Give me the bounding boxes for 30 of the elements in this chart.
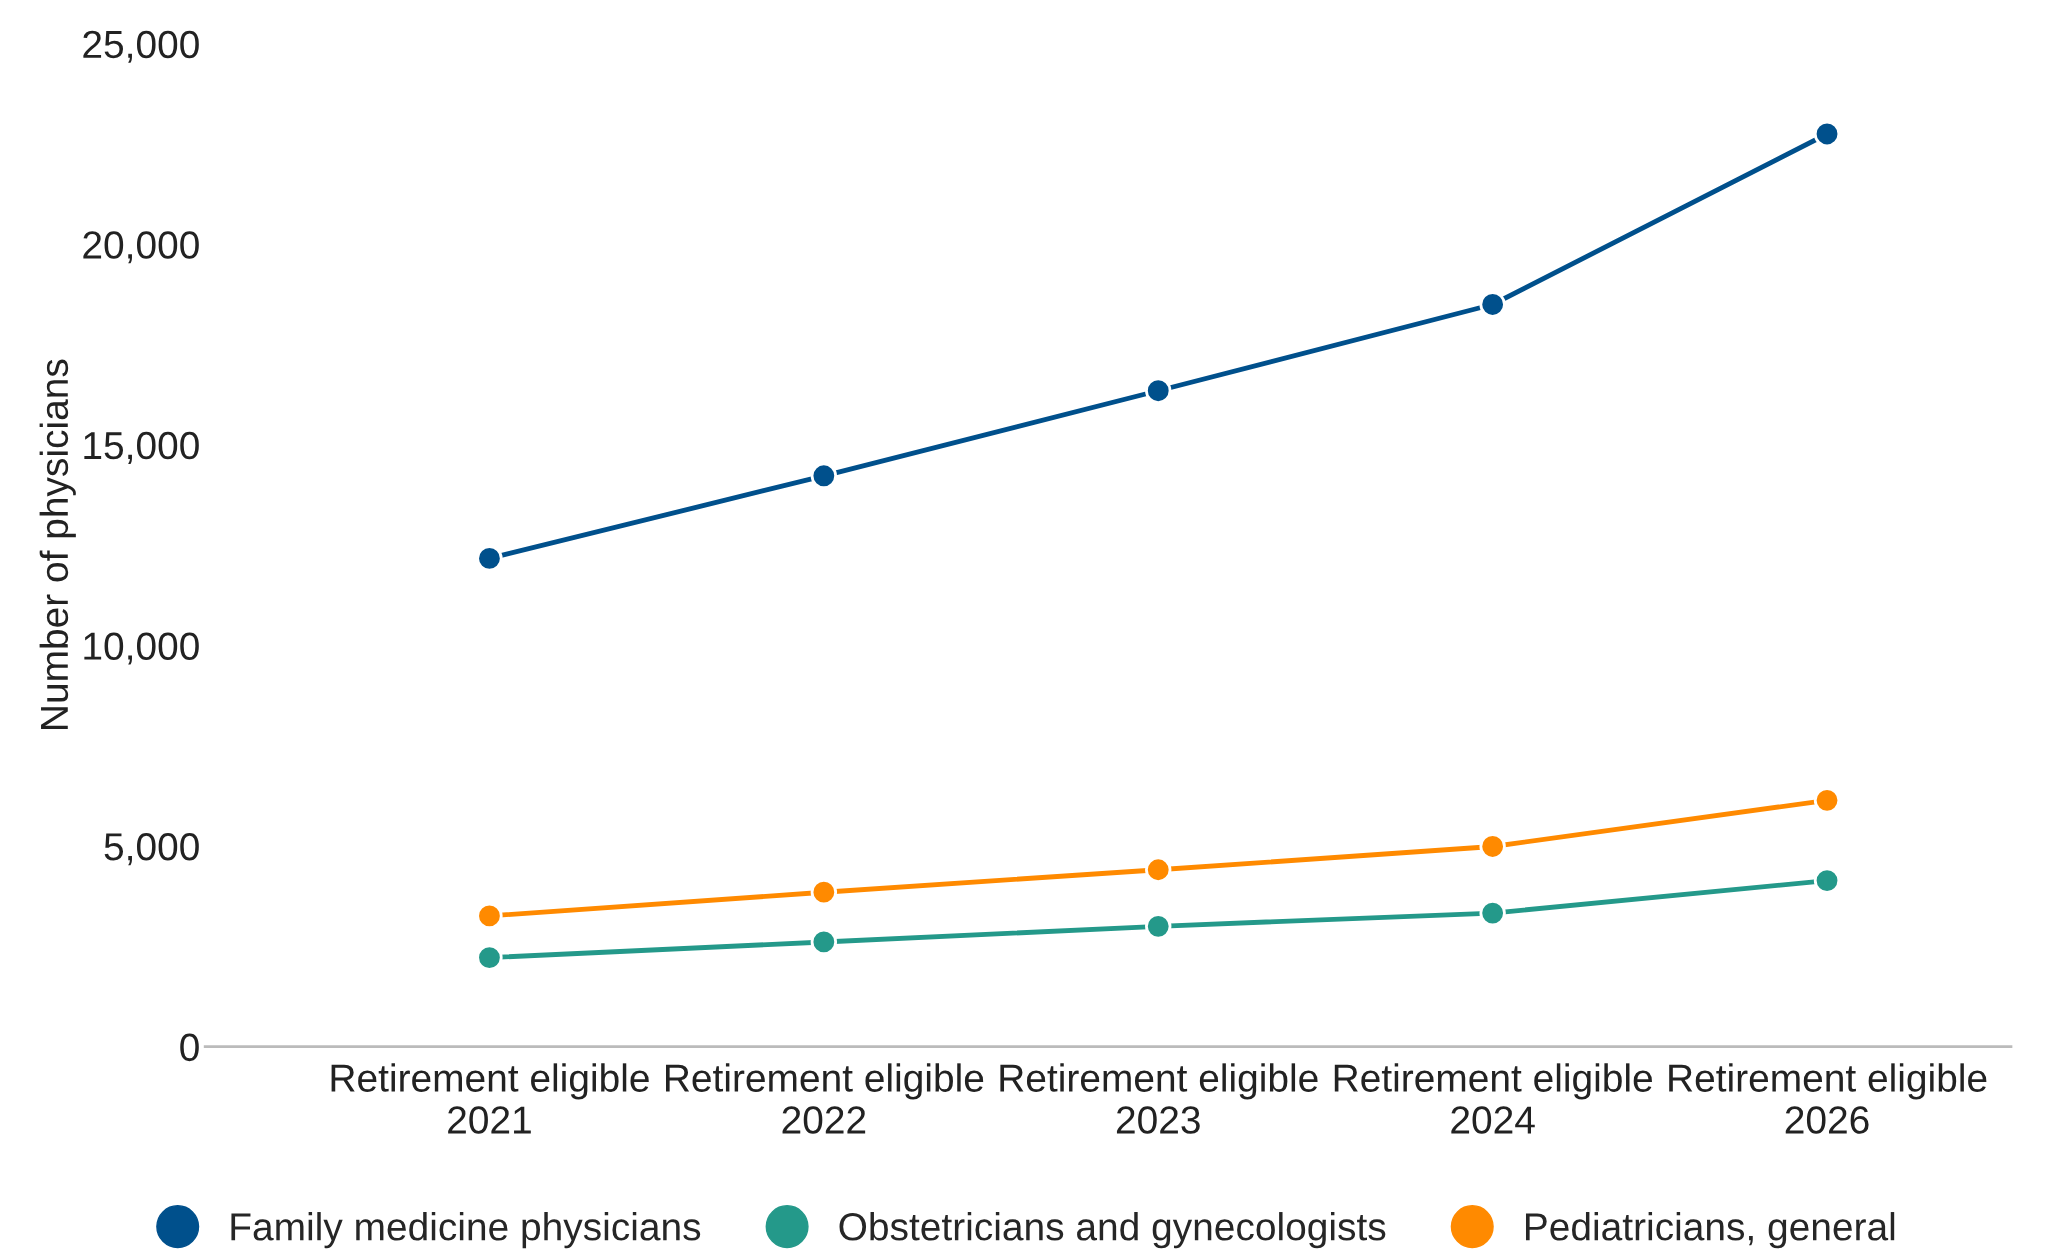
x-tick-label: Retirement eligible 2021 — [331, 1063, 649, 1134]
point — [476, 545, 503, 572]
x-tick-label: Retirement eligible 2026 — [1669, 1063, 1987, 1134]
legend-label: Obstetricians and gynecologists — [839, 1212, 1386, 1249]
point — [1479, 833, 1506, 860]
y-tick-label: 10,000 — [84, 632, 199, 665]
point — [476, 902, 503, 930]
point — [1145, 913, 1172, 940]
point — [476, 944, 503, 971]
y-tick-label: 15,000 — [84, 431, 199, 464]
x-tick-label: Retirement eligible 2024 — [1334, 1063, 1652, 1134]
legend-label: Pediatricians, general — [1525, 1212, 1895, 1249]
point — [1479, 899, 1506, 927]
x-tick-label: Retirement eligible 2022 — [666, 1063, 984, 1134]
point — [1813, 120, 1841, 148]
y-tick-label: 25,000 — [83, 30, 199, 63]
point — [810, 879, 838, 906]
point — [1145, 856, 1172, 883]
y-tick-label: 5,000 — [104, 833, 199, 866]
legend-label: Family medicine physicians — [231, 1212, 701, 1249]
point — [810, 928, 838, 956]
x-tick-label: Retirement eligible 2023 — [1000, 1063, 1318, 1134]
point — [810, 462, 838, 489]
point — [1813, 867, 1841, 894]
point — [1145, 377, 1172, 404]
point — [1813, 787, 1841, 814]
point — [1479, 291, 1506, 318]
y-tick-label: 20,000 — [83, 231, 199, 264]
y-tick-label: 0 — [180, 1033, 199, 1062]
y-axis-title: Number of physicians — [39, 359, 76, 729]
